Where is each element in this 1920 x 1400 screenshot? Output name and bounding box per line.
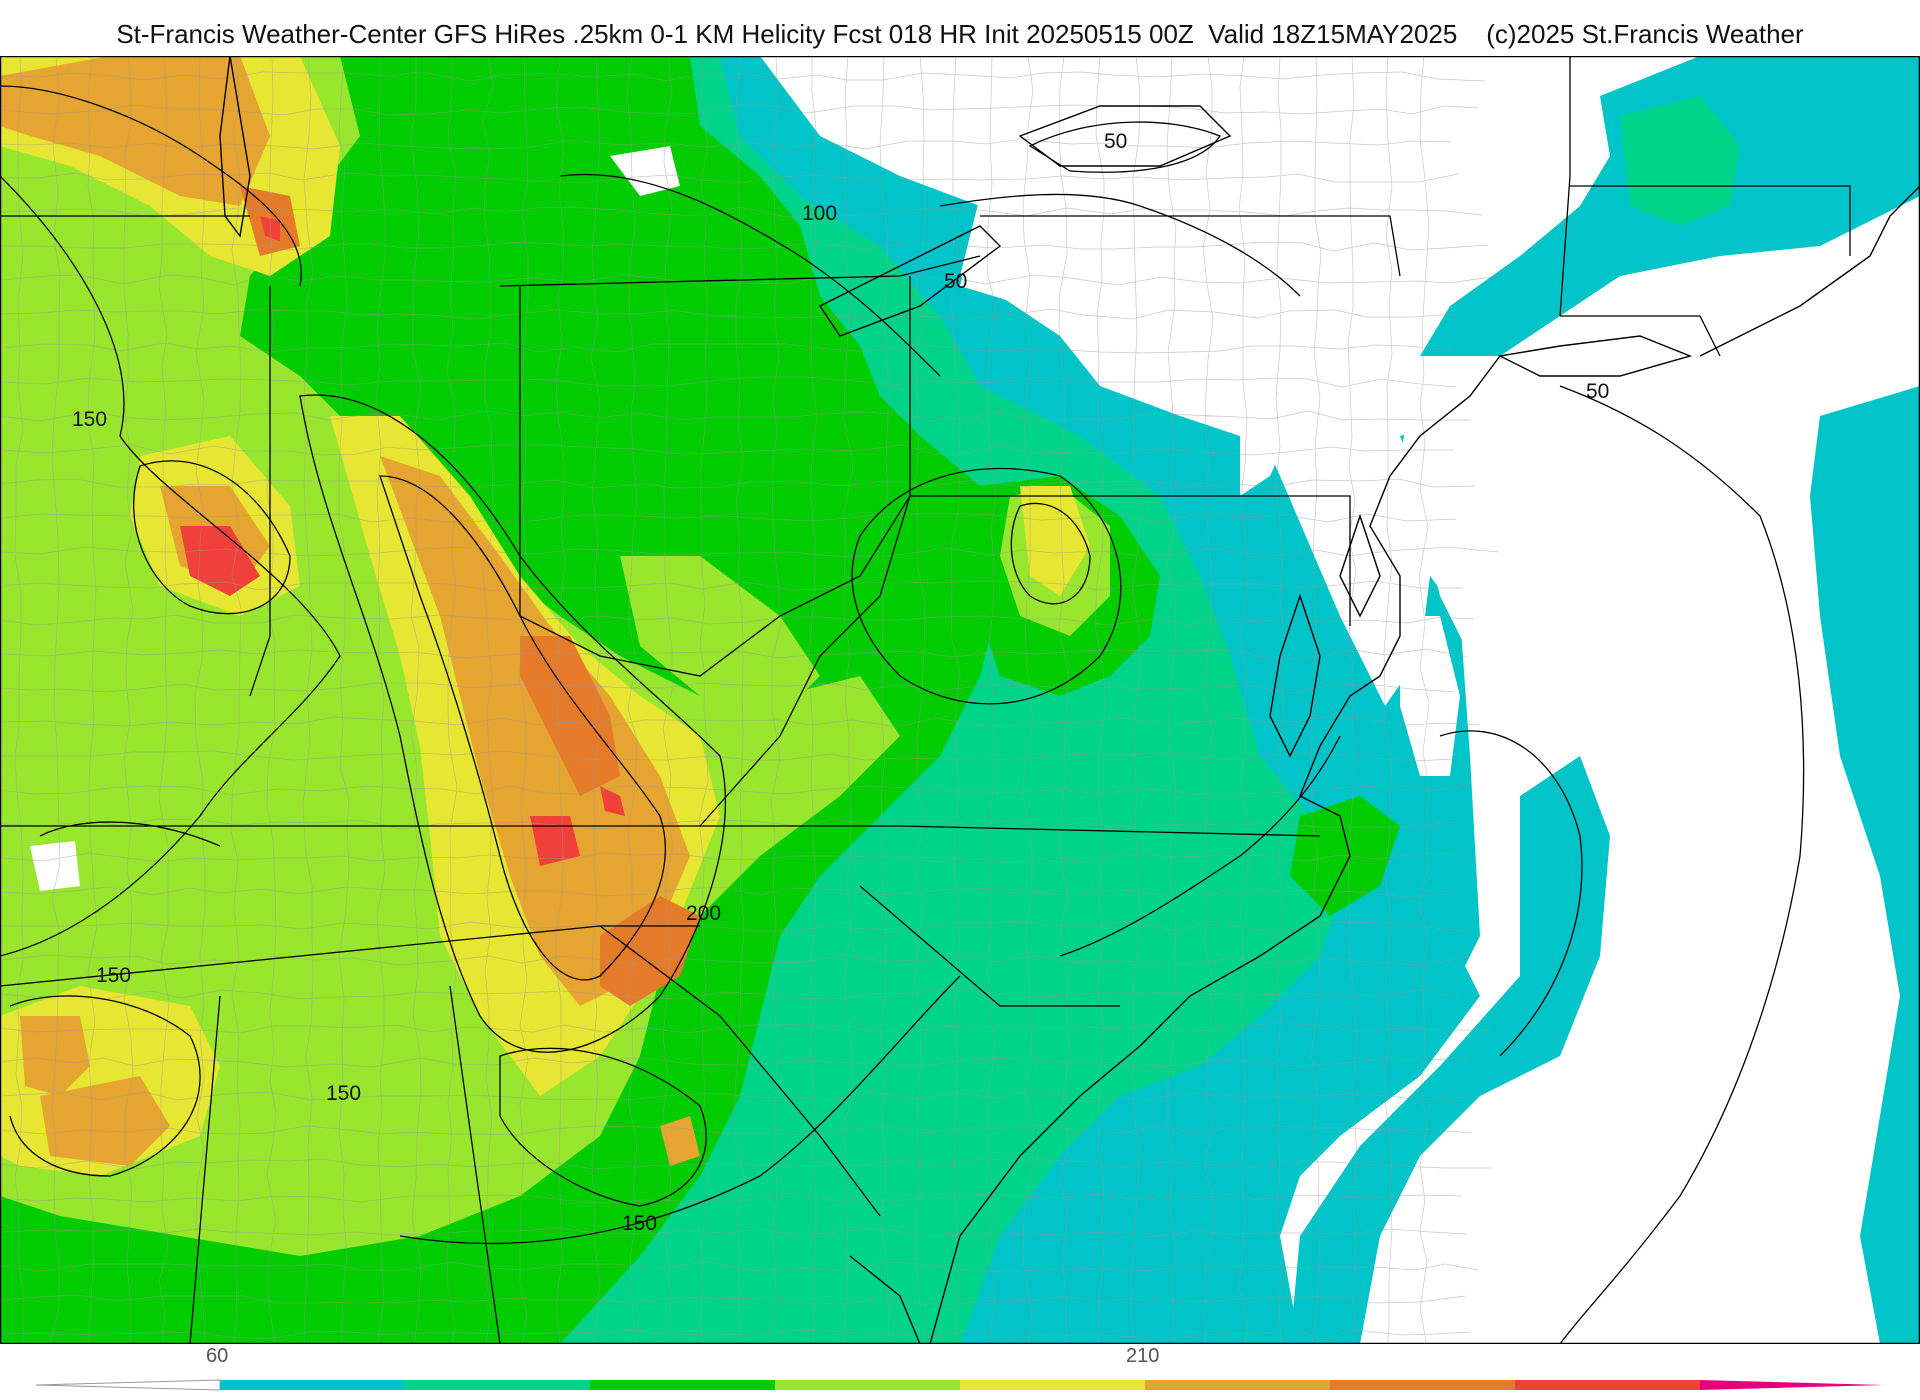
fill-green-nc-coast: [1290, 796, 1400, 916]
contour-100-va: [851, 467, 1122, 705]
contour-200-ridge: [379, 475, 666, 981]
state-line-pa-north: [980, 215, 1401, 277]
contour-label-50-erie: 50: [944, 270, 967, 293]
fill-orange-nw: [0, 56, 270, 206]
contour-label-150-ga: 150: [622, 1212, 657, 1235]
fill-orange-ga: [660, 1116, 700, 1166]
contour-50-lake: [1028, 121, 1221, 173]
state-line-tn-south: [0, 925, 700, 987]
coastline-lake-michigan: [219, 56, 251, 238]
state-line-wv-va: [699, 495, 911, 827]
fill-none-ocean-inner: [1400, 616, 1460, 776]
copyright-text: (c)2025 St.Francis Weather: [1486, 19, 1804, 49]
coastline-atlantic: [929, 355, 1501, 1344]
colorbar-segment: [1145, 1380, 1330, 1390]
contour-50-ocean-inner: [1439, 730, 1583, 1057]
contour-label-200: 200: [686, 902, 721, 925]
state-line-va-nc: [859, 885, 1120, 1007]
colorbar-high-end: [1700, 1380, 1884, 1390]
coastline-chesapeake: [1269, 593, 1321, 758]
map-title: St-Francis Weather-Center GFS HiRes .25k…: [0, 0, 1920, 56]
contour-50-ny: [939, 193, 1301, 297]
state-line-md-de: [1240, 495, 1351, 626]
colorbar-segment: [1515, 1380, 1700, 1390]
county-lines: [0, 56, 1500, 1344]
contour-150-west: [0, 175, 341, 957]
coastline-lake-ontario: [1018, 105, 1232, 167]
state-line-ky-tn: [0, 825, 1321, 837]
coastline-lake-erie: [818, 225, 1002, 337]
fill-seafoam-ne: [1620, 96, 1740, 226]
contour-150-sw: [9, 995, 201, 1177]
coastline-gulf-ga: [849, 1255, 921, 1344]
state-line-in-il: [249, 286, 271, 697]
state-line-ny-vt: [1559, 56, 1571, 317]
fill-red-wv: [600, 786, 625, 816]
colorbar-low-end: [35, 1379, 221, 1391]
fill-none-mi: [610, 146, 680, 196]
helicity-map: 50 50 100 150 150 150 200 150 50: [0, 56, 1920, 1344]
colorbar-segment: [775, 1380, 960, 1390]
state-line-al-ga: [449, 985, 501, 1344]
coastline-newengland: [1699, 185, 1920, 357]
colorbar-segment: [960, 1380, 1145, 1390]
coastline-longisland: [1497, 335, 1693, 377]
colorbar-segment: [1330, 1380, 1515, 1390]
contour-label-100: 100: [802, 202, 837, 225]
fill-yellow-pa: [1020, 486, 1090, 596]
colorbar-segments: [35, 1379, 1884, 1391]
fill-none-ny: [770, 56, 1560, 496]
fill-none-ocean: [1380, 356, 1830, 1344]
coastline: [219, 56, 1920, 1344]
fill-redorange-ridge: [520, 636, 620, 796]
colorbar-tick-210: 210: [1126, 1345, 1159, 1367]
coastline-delaware-bay: [1339, 513, 1381, 618]
fill-cyan-east-ocean: [1810, 386, 1920, 1344]
colorbar-tick-60: 60: [206, 1345, 228, 1367]
colorbar: 60 210: [35, 1345, 1884, 1391]
contour-150-il: [132, 460, 291, 615]
colorbar-segment: [590, 1380, 775, 1390]
contour-150-va: [1010, 502, 1091, 605]
contour-label-50-ny: 50: [1104, 130, 1127, 153]
contour-150-ridge: [299, 394, 726, 1053]
contour-labels: 50 50 100 150 150 150 200 150 50: [72, 130, 1609, 1235]
contour-label-150-ky: 150: [96, 964, 131, 987]
contour-150-nw: [0, 85, 302, 287]
state-line-ne: [1570, 185, 1851, 256]
fill-none-ky: [30, 841, 80, 891]
county-mesh: [0, 56, 1500, 1344]
contour-150-ga: [499, 1047, 707, 1207]
helicity-fill: [0, 56, 1920, 1344]
fill-orange-ms: [20, 1016, 90, 1096]
contour-50-ocean: [1559, 385, 1805, 1344]
fill-orange-ridge: [380, 456, 690, 1006]
state-lines: [0, 56, 1851, 1344]
state-line-ga-sc: [599, 925, 881, 1217]
helicity-contours: [0, 85, 1805, 1344]
fill-lime-ridge: [620, 556, 820, 716]
colorbar-segment: [220, 1380, 405, 1390]
contour-100-nc: [1059, 735, 1341, 957]
state-line-ct-ri: [1560, 315, 1721, 357]
title-text: St-Francis Weather-Center GFS HiRes .25k…: [116, 19, 1458, 49]
fill-orange-sw: [40, 1076, 170, 1166]
fill-red-ky: [530, 816, 580, 866]
contour-label-150-al: 150: [326, 1082, 361, 1105]
colorbar-segment: [405, 1380, 590, 1390]
fill-red-wi: [260, 216, 280, 241]
state-line-mi-oh: [499, 255, 981, 287]
state-line-ms-al: [189, 995, 221, 1344]
contour-label-50-ocean: 50: [1586, 380, 1609, 403]
state-line-ohio-river: [519, 495, 911, 677]
contour-100-ky: [39, 821, 221, 847]
contour-label-150-west: 150: [72, 408, 107, 431]
contour-100-ga: [399, 975, 961, 1245]
contour-100-north: [559, 173, 941, 377]
